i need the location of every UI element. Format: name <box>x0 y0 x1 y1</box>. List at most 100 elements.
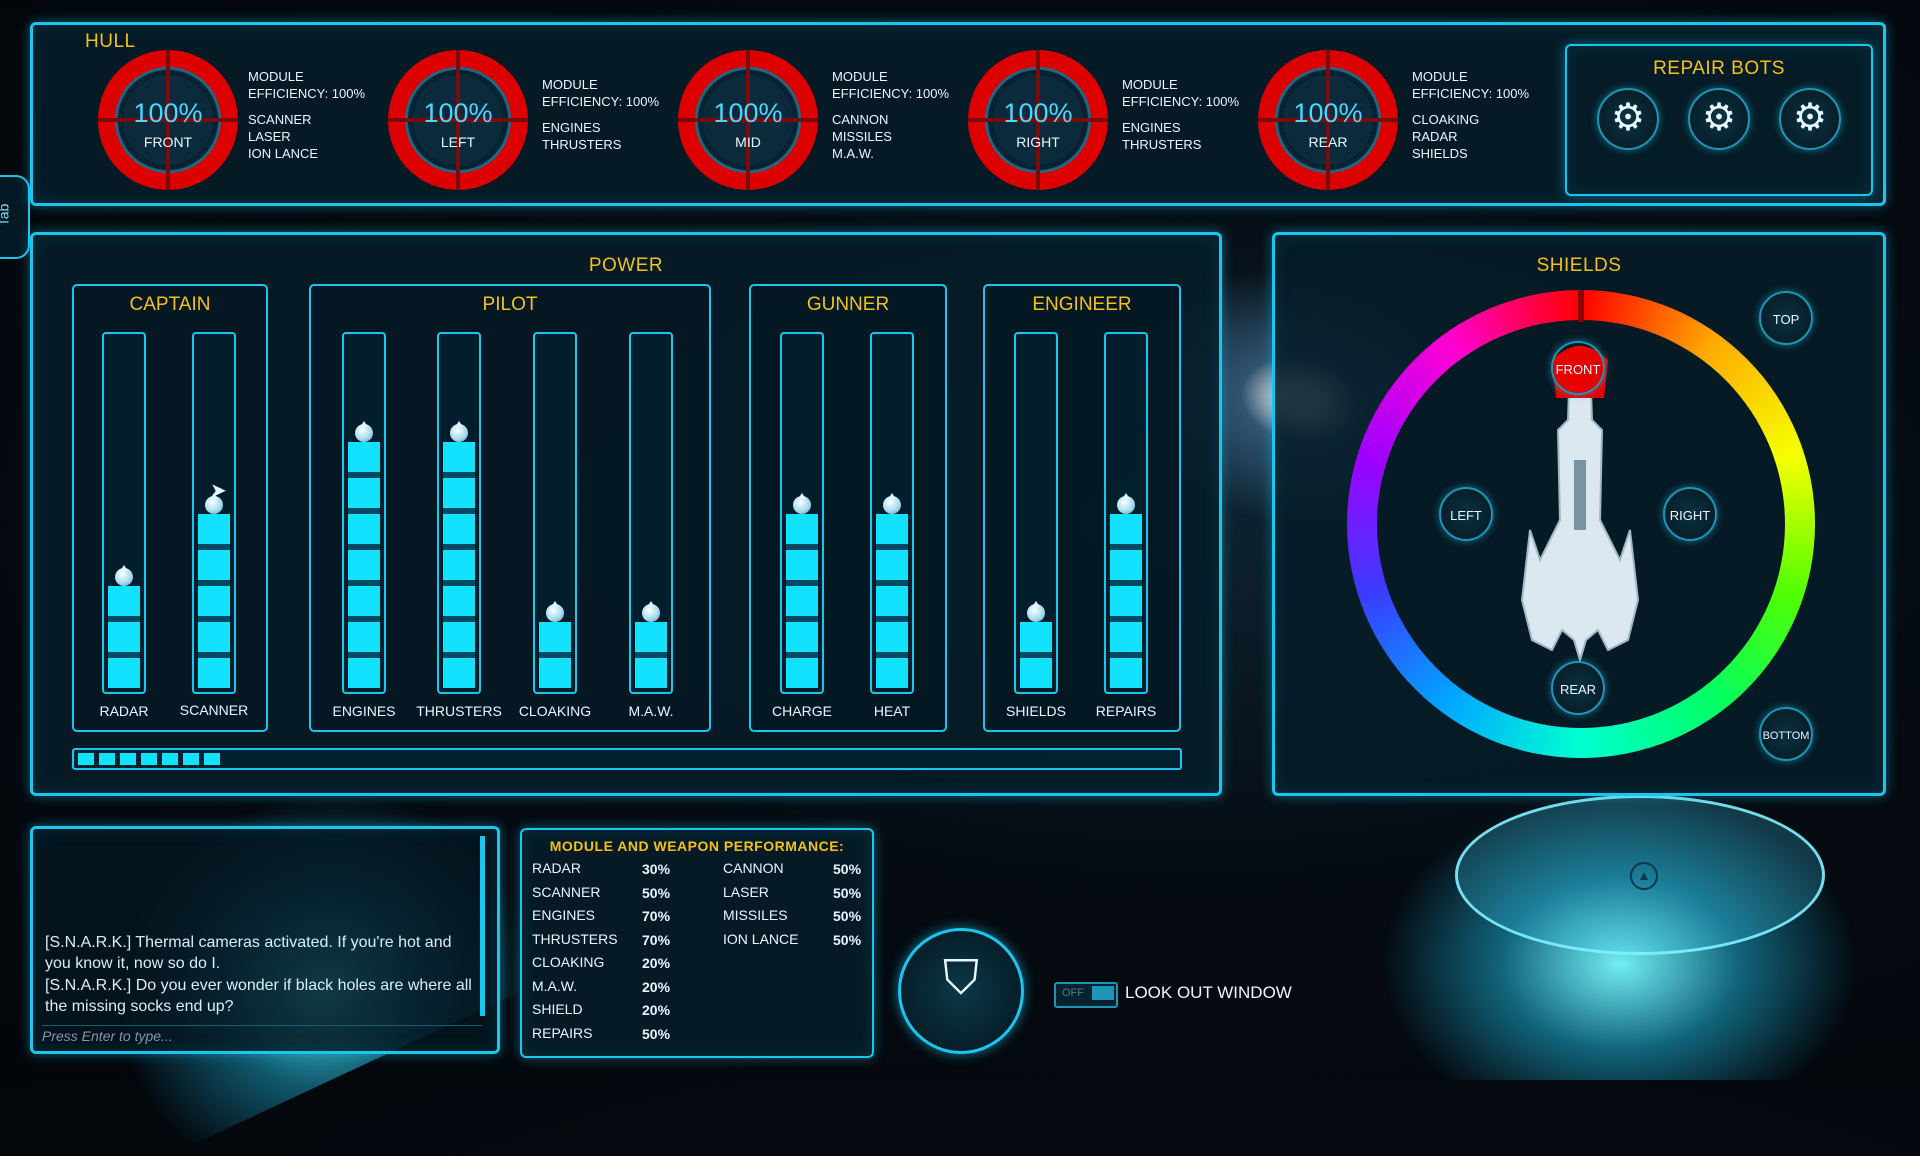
module-efficiency-label: MODULE <box>832 69 888 84</box>
slider-label-radar: RADAR <box>99 703 149 719</box>
performance-value: 20% <box>642 1002 671 1018</box>
module-system: SHIELDS <box>1412 146 1468 161</box>
hull-label: FRONT <box>143 134 193 150</box>
slider-handle[interactable] <box>546 601 564 622</box>
hull-ring-left: 100% LEFT <box>388 50 528 190</box>
thermal-camera-button[interactable]: ⛉ <box>898 928 1024 1054</box>
repair-gear-icon: ⚙ <box>1792 97 1828 139</box>
slider-label-charge: CHARGE <box>772 703 832 719</box>
reserve-cell <box>99 753 115 765</box>
slider-handle[interactable] <box>883 493 901 514</box>
module-efficiency-value: EFFICIENCY: 100% <box>248 86 366 101</box>
chat-message: [S.N.A.R.K.] Do you ever wonder if black… <box>45 977 472 1015</box>
module-system: RADAR <box>1412 129 1458 144</box>
shield-button-bottom[interactable]: BOTTOM <box>1759 707 1813 761</box>
module-efficiency-value: EFFICIENCY: 100% <box>1412 86 1530 101</box>
slider-charge[interactable] <box>780 332 824 694</box>
slider-fill <box>108 586 140 688</box>
slider-shields[interactable] <box>1014 332 1058 694</box>
radar-marker-icon: ▲ <box>1630 862 1658 890</box>
slider-handle[interactable] <box>1117 493 1135 514</box>
slider-handle[interactable] <box>642 601 660 622</box>
slider-engines[interactable] <box>342 332 386 694</box>
look-out-window-label: LOOK OUT WINDOW <box>1125 983 1292 1002</box>
shield-button-right[interactable]: RIGHT <box>1663 487 1717 541</box>
slider-fill <box>198 514 230 688</box>
slider-repairs[interactable] <box>1104 332 1148 694</box>
slider-scanner[interactable] <box>192 332 236 694</box>
slider-fill <box>348 442 380 688</box>
performance-name: CANNON <box>723 860 784 876</box>
toggle-knob <box>1092 986 1114 1000</box>
slider-label-engines: ENGINES <box>332 703 396 719</box>
slider-cloaking[interactable] <box>533 332 577 694</box>
hull-module-info: MODULE EFFICIENCY: 100% CANNON MISSILES … <box>832 68 949 162</box>
performance-name: CLOAKING <box>532 954 605 970</box>
performance-name: ENGINES <box>532 907 596 923</box>
thermal-icon: ⛉ <box>942 952 979 1005</box>
hull-label: REAR <box>1308 134 1348 150</box>
hull-title: HULL <box>85 31 136 52</box>
hull-ring-mid: 100% MID <box>678 50 818 190</box>
repair-bot-button-2[interactable]: ⚙ <box>1688 88 1750 150</box>
slider-handle[interactable] <box>1027 601 1045 622</box>
slider-fill <box>635 622 667 688</box>
slider-handle[interactable] <box>450 421 468 442</box>
shield-button-left[interactable]: LEFT <box>1439 487 1493 541</box>
gunner-title: GUNNER <box>806 294 890 315</box>
hull-module-info: MODULE EFFICIENCY: 100% ENGINES THRUSTER… <box>542 76 659 153</box>
slider-maw[interactable] <box>629 332 673 694</box>
reserve-cell <box>183 753 199 765</box>
slider-thrusters[interactable] <box>437 332 481 694</box>
wheel-top-marker <box>1578 290 1584 322</box>
power-title: POWER <box>588 255 664 276</box>
performance-value: 30% <box>642 861 671 877</box>
repair-gear-icon: ⚙ <box>1610 97 1646 139</box>
hull-pct: 100% <box>1293 98 1363 128</box>
engineer-group: ENGINEER <box>983 284 1181 732</box>
hull-ring-right: 100% RIGHT <box>968 50 1108 190</box>
slider-handle[interactable] <box>793 493 811 514</box>
performance-value: 70% <box>642 931 671 948</box>
module-efficiency-label: MODULE <box>542 77 598 92</box>
slider-fill <box>786 514 818 688</box>
module-system: ENGINES <box>542 120 601 135</box>
shield-button-rear[interactable]: REAR <box>1551 661 1605 715</box>
chat-input[interactable]: Press Enter to type... <box>42 1025 482 1044</box>
performance-value: 20% <box>642 955 671 971</box>
slider-fill <box>1020 622 1052 688</box>
hull-ring-rear: 100% REAR <box>1258 50 1398 190</box>
module-efficiency-value: EFFICIENCY: 100% <box>542 94 660 109</box>
repair-bots-title: REPAIR BOTS <box>1653 58 1785 79</box>
shield-button-top[interactable]: TOP <box>1759 291 1813 345</box>
repair-bot-button-3[interactable]: ⚙ <box>1779 88 1841 150</box>
repair-bot-button-1[interactable]: ⚙ <box>1597 88 1659 150</box>
toggle-state: OFF <box>1062 987 1084 999</box>
look-out-window-toggle[interactable]: OFF <box>1054 982 1118 1008</box>
chat-scrollbar[interactable] <box>480 836 485 1016</box>
repair-gear-icon: ⚙ <box>1701 97 1737 139</box>
module-system: MISSILES <box>832 129 892 144</box>
performance-title: MODULE AND WEAPON PERFORMANCE: <box>549 838 845 854</box>
hull-label: MID <box>735 134 761 150</box>
reserve-cell <box>204 753 220 765</box>
performance-panel: MODULE AND WEAPON PERFORMANCE: <box>520 828 874 1058</box>
shield-button-front[interactable]: FRONT <box>1551 341 1605 395</box>
slider-fill <box>1110 514 1142 688</box>
performance-name: ION LANCE <box>723 930 799 947</box>
slider-radar[interactable] <box>102 332 146 694</box>
slider-handle[interactable] <box>115 565 133 586</box>
performance-value: 50% <box>833 884 862 901</box>
hull-pct: 100% <box>713 98 783 128</box>
slider-fill <box>443 442 475 688</box>
slider-handle[interactable] <box>355 421 373 442</box>
slider-handle[interactable] <box>205 493 223 514</box>
slider-heat[interactable] <box>870 332 914 694</box>
slider-label-repairs: REPAIRS <box>1095 703 1157 719</box>
module-efficiency-value: EFFICIENCY: 100% <box>832 86 950 101</box>
module-efficiency-label: MODULE <box>1412 69 1468 84</box>
side-tab[interactable]: Tab <box>0 175 30 259</box>
hull-label: RIGHT <box>1016 134 1060 150</box>
performance-name: MISSILES <box>723 907 788 923</box>
chat-panel <box>30 826 500 1054</box>
